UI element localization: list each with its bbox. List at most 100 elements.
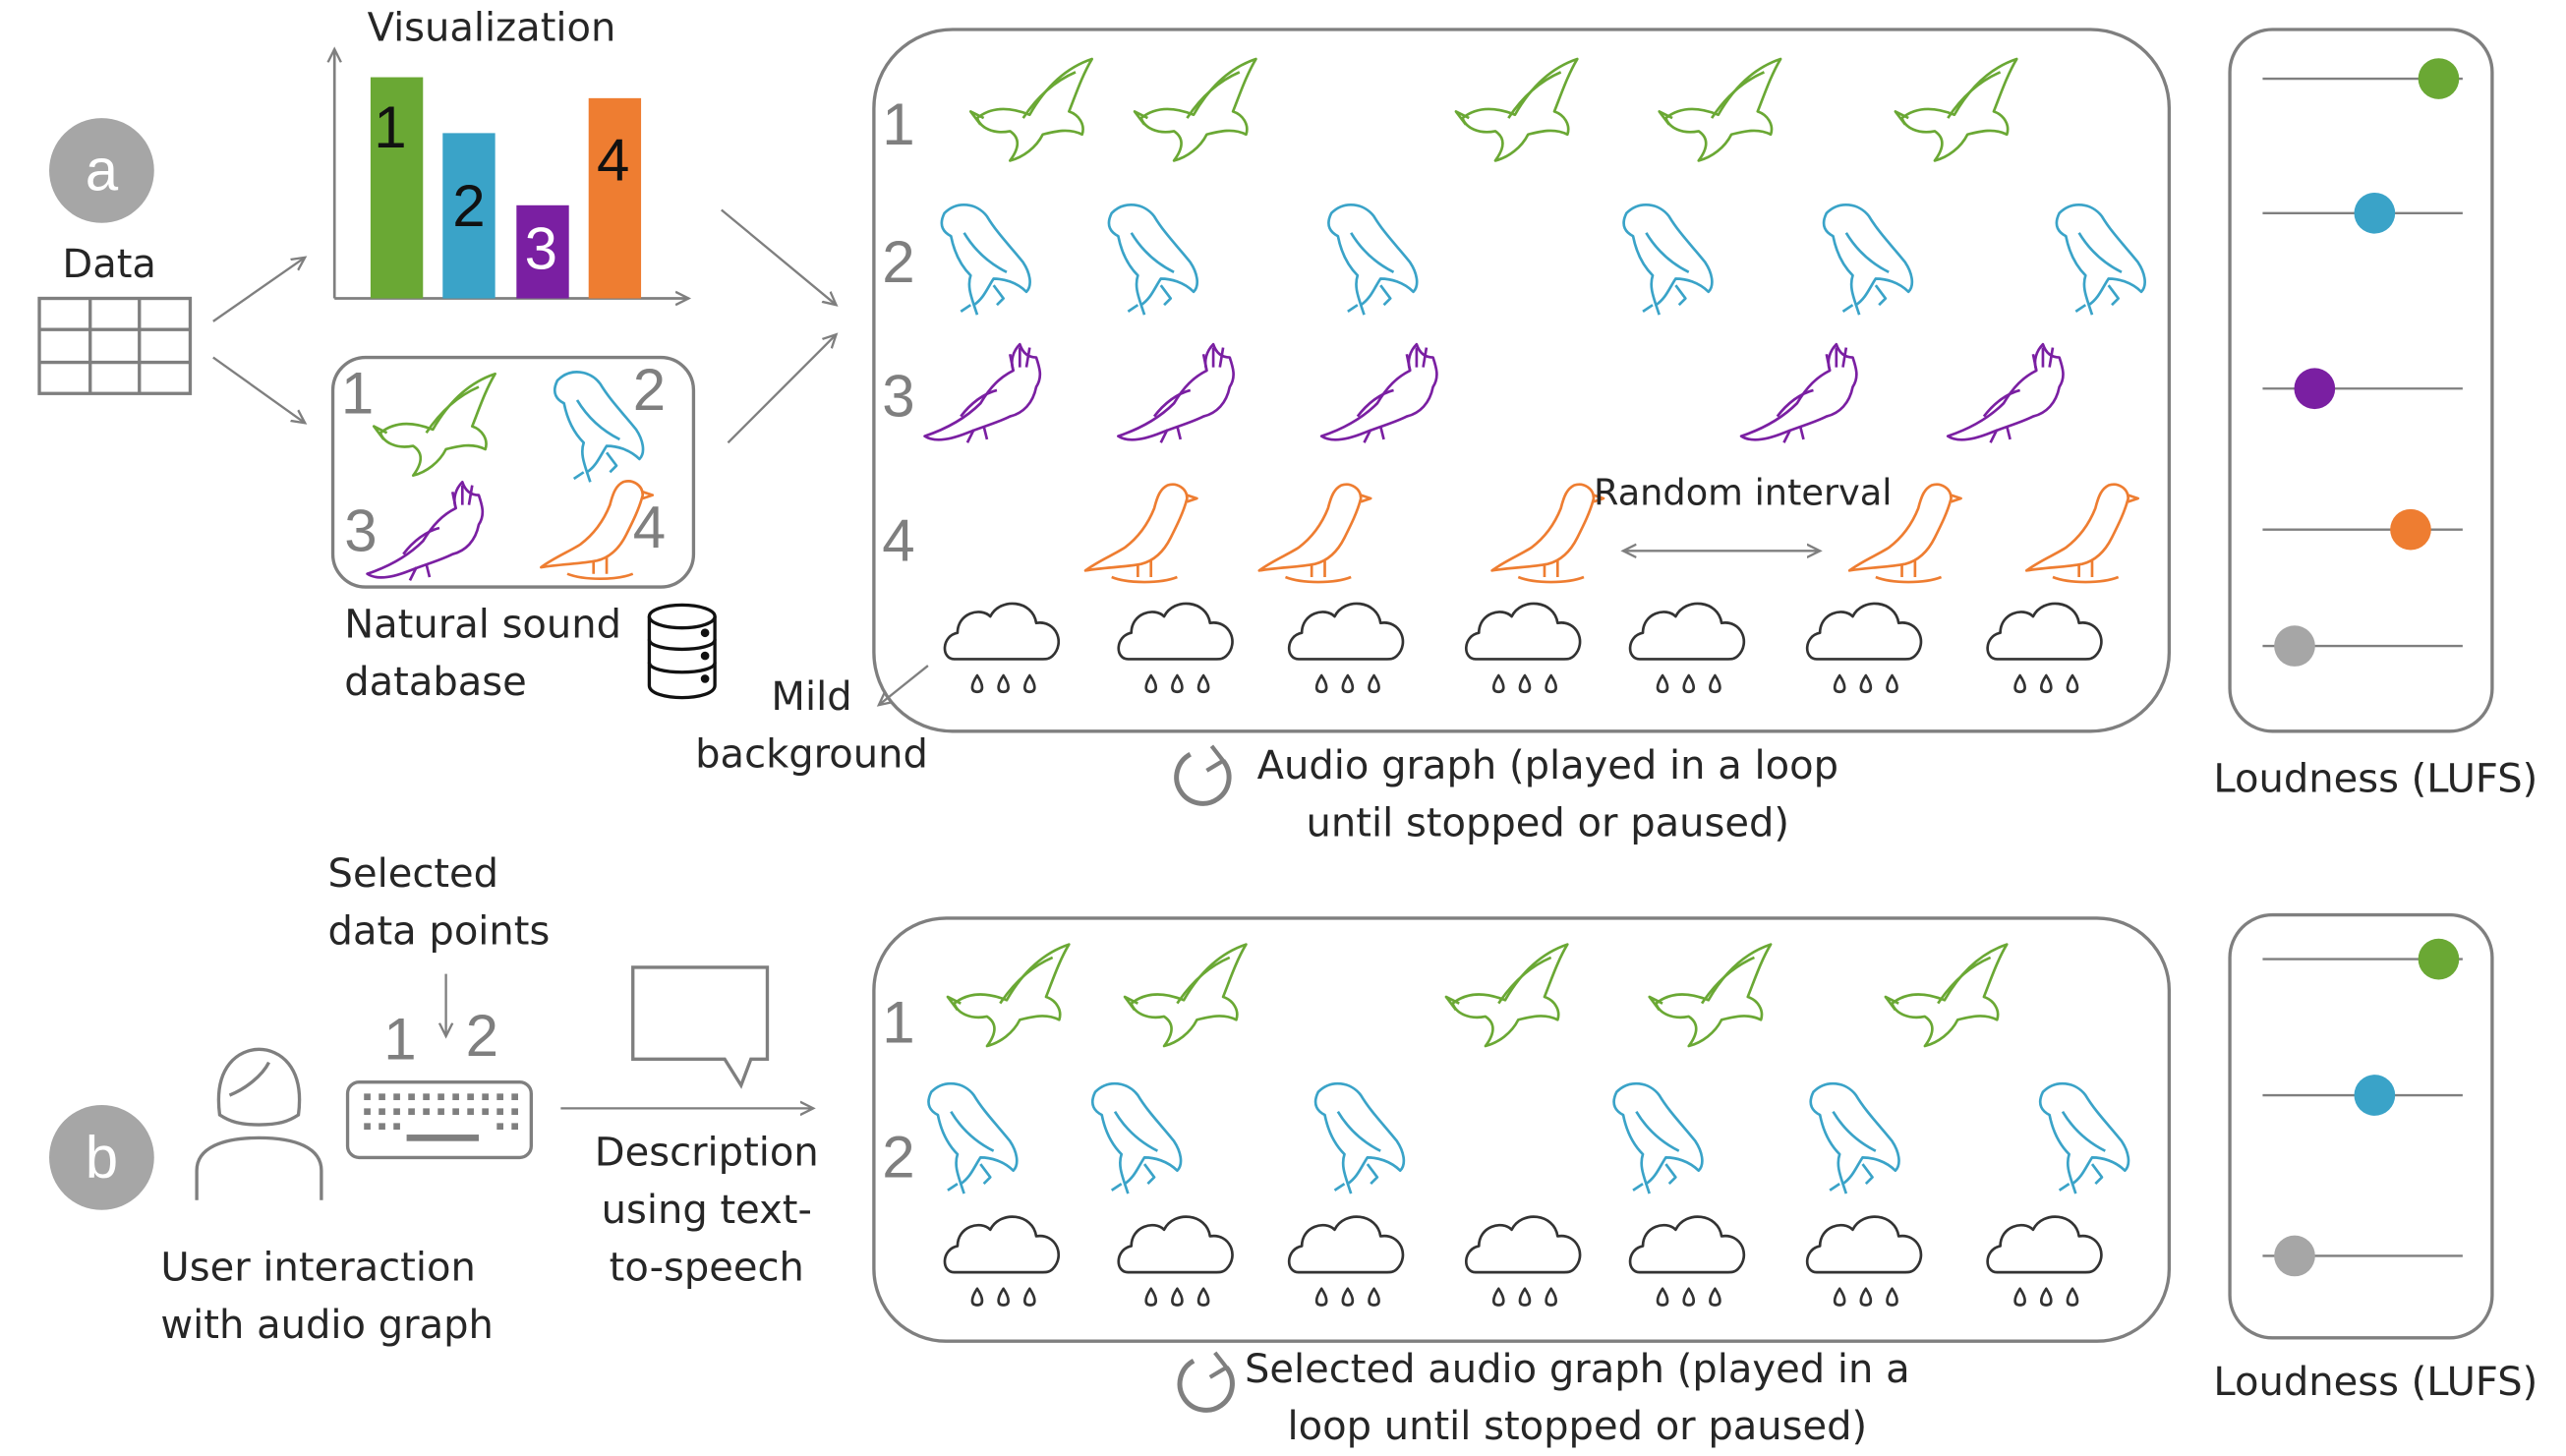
bird-2-icon <box>1822 203 1914 317</box>
speech-bubble-icon <box>631 965 770 1089</box>
key <box>496 1093 503 1101</box>
arrow-data-to-vis <box>212 258 305 322</box>
bird-1-icon <box>1884 943 2009 1048</box>
bird-1-icon <box>1123 943 1248 1048</box>
bird-2-icon <box>1313 1081 1406 1195</box>
mild-background-arrow <box>879 665 929 705</box>
bird-2-icon <box>1107 203 1199 317</box>
key <box>511 1108 518 1116</box>
loop-icon <box>1177 1351 1235 1413</box>
table-icon <box>37 296 193 395</box>
database-icon <box>647 603 717 700</box>
bar-number-4: 4 <box>597 126 630 194</box>
bar-number-2: 2 <box>452 172 486 240</box>
bird-3-icon <box>1946 342 2065 444</box>
bird-2-icon <box>1622 203 1714 317</box>
loudness-knob <box>2354 192 2396 234</box>
row-b-number-1: 1 <box>882 988 915 1056</box>
key <box>408 1108 415 1116</box>
loudness-knob <box>2354 1075 2396 1116</box>
key <box>482 1093 489 1101</box>
bird-1-icon <box>1444 943 1569 1048</box>
bird-3-icon <box>1117 342 1235 444</box>
bird-4-icon <box>1083 483 1198 584</box>
loudness-label-b: Loudness (LUFS) <box>2213 1359 2538 1406</box>
arrow-vis-to-graph <box>721 208 837 305</box>
bird-3-icon <box>923 342 1042 444</box>
key <box>496 1108 503 1116</box>
key <box>511 1093 518 1101</box>
key <box>408 1093 415 1101</box>
key <box>423 1093 430 1101</box>
bird-2-icon <box>2038 1081 2130 1195</box>
rain-cloud-icon <box>1287 602 1405 694</box>
bar-number-3: 3 <box>524 214 558 282</box>
key <box>393 1108 400 1116</box>
selected-audio-graph-box <box>872 916 2172 1343</box>
rain-cloud-icon <box>1117 1215 1234 1307</box>
arrow-data-to-db <box>212 356 305 424</box>
bar-chart <box>334 49 688 298</box>
row-number-1: 1 <box>882 89 915 158</box>
bird-2-icon <box>1090 1081 1183 1195</box>
rain-cloud-icon <box>1464 602 1582 694</box>
bar-1 <box>370 77 424 299</box>
key <box>437 1093 444 1101</box>
person-icon <box>195 1047 323 1200</box>
key <box>379 1108 385 1116</box>
selected-points-label: Selected data points <box>327 850 551 955</box>
bar-4 <box>588 97 642 299</box>
database-label: Natural sound database <box>344 602 622 705</box>
rain-cloud-icon <box>1805 602 1923 694</box>
key <box>467 1093 474 1101</box>
bird-2-icon <box>927 1081 1019 1195</box>
rain-cloud-icon <box>1464 1215 1582 1307</box>
bird-1-icon <box>1454 57 1579 162</box>
sound-database-box <box>330 355 696 589</box>
rain-cloud-icon <box>943 602 1061 694</box>
loudness-knob <box>2274 1235 2315 1277</box>
rain-cloud-icon <box>1628 1215 1746 1307</box>
rain-cloud-icon <box>1287 1215 1405 1307</box>
key <box>379 1123 385 1131</box>
bird-3-icon <box>1319 342 1438 444</box>
bird-2-icon <box>1612 1081 1704 1195</box>
loudness-knob <box>2274 625 2315 667</box>
bird-2-icon <box>1809 1081 1900 1195</box>
rain-cloud-icon <box>943 1215 1061 1307</box>
key <box>452 1108 459 1116</box>
loudness-label-a: Loudness (LUFS) <box>2213 755 2538 802</box>
panel-a-letter: a <box>85 136 119 204</box>
loudness-knob <box>2390 508 2431 551</box>
arrow-db-to-graph <box>727 334 836 444</box>
bar-number-1: 1 <box>374 93 407 161</box>
bird-4-icon <box>2024 483 2140 584</box>
bird-1-icon <box>946 943 1071 1048</box>
key <box>496 1123 503 1131</box>
audio-graph-box <box>872 28 2172 733</box>
key <box>423 1108 430 1116</box>
visualization-label: Visualization <box>367 5 616 51</box>
selected-number-1: 1 <box>383 1005 417 1073</box>
row-b-number-2: 2 <box>882 1123 915 1191</box>
key <box>467 1108 474 1116</box>
rain-cloud-icon <box>1117 602 1234 694</box>
bird-1-icon <box>1648 943 1773 1048</box>
rain-cloud-icon <box>1986 602 2103 694</box>
panel-a-badge <box>49 118 154 223</box>
bird-4-icon <box>1490 483 1605 584</box>
key <box>482 1108 489 1116</box>
db-bird-3-icon <box>366 480 485 582</box>
key <box>364 1108 371 1116</box>
key <box>452 1093 459 1101</box>
audio-graph-caption: Audio graph (played in a loop until stop… <box>1256 742 1839 846</box>
db-number-4: 4 <box>632 493 667 561</box>
selected-number-2: 2 <box>465 1001 499 1070</box>
data-label: Data <box>62 241 156 287</box>
rain-cloud-icon <box>1805 1215 1923 1307</box>
panel-b-letter: b <box>85 1123 119 1191</box>
key <box>511 1123 518 1131</box>
key <box>364 1123 371 1131</box>
db-bird-2-icon <box>553 371 645 484</box>
